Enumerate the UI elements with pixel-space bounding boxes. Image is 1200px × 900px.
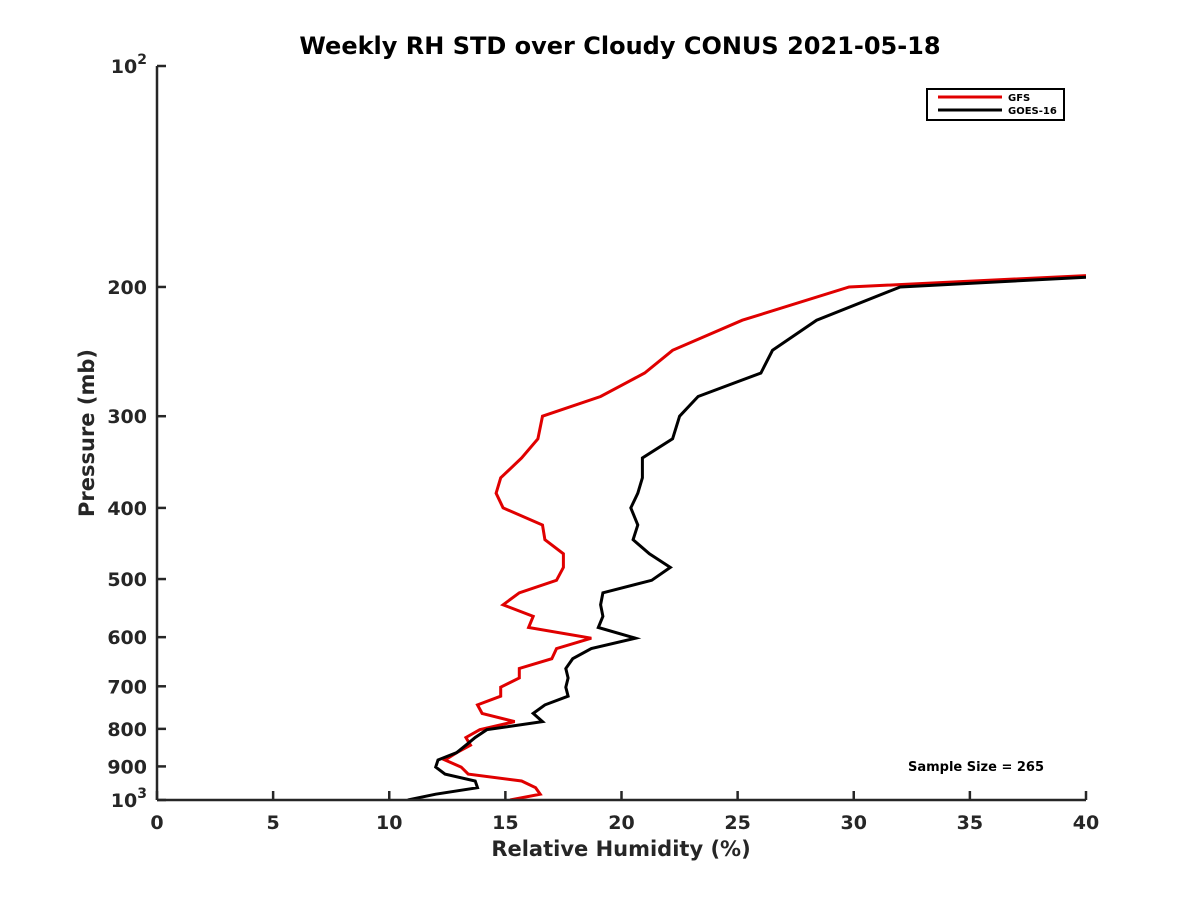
sample-size-annotation: Sample Size = 265 [908, 760, 1044, 775]
x-tick-label: 5 [267, 812, 280, 834]
legend-label-goes16: GOES-16 [1008, 106, 1057, 117]
y-tick-label: 103 [111, 786, 147, 812]
series-line-goes16 [407, 275, 1086, 800]
x-tick-label: 35 [957, 812, 983, 834]
legend-label-gfs: GFS [1008, 93, 1030, 104]
y-tick-label: 800 [107, 719, 147, 741]
x-tick-label: 40 [1073, 812, 1099, 834]
y-tick-label: 400 [107, 498, 147, 520]
x-axis: 0 5 10 15 20 25 30 35 40 [150, 791, 1099, 834]
y-axis: 102 200 300 400 500 600 700 800 900 103 [107, 52, 166, 812]
legend-box [926, 88, 1065, 121]
x-tick-label: 25 [724, 812, 750, 834]
x-tick-label: 30 [841, 812, 867, 834]
x-tick-label: 20 [608, 812, 634, 834]
y-tick-label: 200 [107, 277, 147, 299]
y-tick-label: 600 [107, 627, 147, 649]
chart-title: Weekly RH STD over Cloudy CONUS 2021-05-… [299, 32, 940, 60]
y-tick-label: 300 [107, 406, 147, 428]
y-axis-label: Pressure (mb) [75, 349, 99, 517]
y-tick-label: 102 [111, 52, 147, 78]
y-tick-label: 900 [107, 756, 147, 778]
x-tick-label: 0 [150, 812, 163, 834]
y-tick-label: 700 [107, 676, 147, 698]
x-tick-label: 15 [492, 812, 518, 834]
y-tick-label: 500 [107, 569, 147, 591]
series-layer [407, 274, 1086, 800]
x-axis-label: Relative Humidity (%) [491, 837, 750, 861]
legend: GFS GOES-16 [926, 88, 1065, 121]
x-tick-label: 10 [376, 812, 402, 834]
